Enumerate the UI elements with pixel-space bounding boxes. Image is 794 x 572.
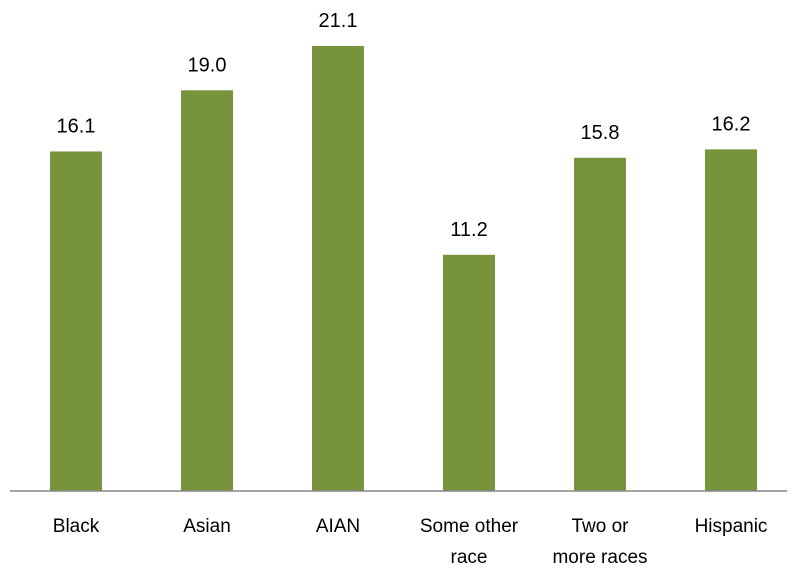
- bar-value-label: 21.1: [319, 10, 358, 32]
- x-tick-label: Asian: [183, 516, 231, 537]
- value-labels-group: 16.1 19.0 21.1 11.2 15.8 16.2: [57, 10, 751, 241]
- x-tick-label: Black: [53, 516, 100, 537]
- x-tick-label: more races: [552, 547, 647, 568]
- bars-group: [50, 46, 757, 492]
- bar: [443, 254, 495, 491]
- bar: [50, 151, 102, 491]
- bar: [312, 46, 364, 491]
- x-tick-label: Two or: [571, 516, 629, 537]
- x-tick-label: Hispanic: [695, 516, 768, 537]
- bar-value-label: 16.1: [57, 115, 96, 137]
- bar: [181, 90, 233, 492]
- bar-value-label: 16.2: [712, 113, 751, 135]
- bar-value-label: 19.0: [188, 54, 227, 76]
- bar-value-label: 11.2: [450, 219, 487, 241]
- x-tick-label: Some other: [420, 516, 519, 537]
- bar: [574, 157, 626, 491]
- x-tick-label: AIAN: [316, 516, 360, 537]
- x-tick-label: race: [451, 547, 488, 568]
- bar-value-label: 15.8: [581, 122, 620, 144]
- x-tick-labels-group: Black Asian AIAN Some other race Two or more r…: [53, 516, 768, 568]
- bar: [705, 149, 757, 491]
